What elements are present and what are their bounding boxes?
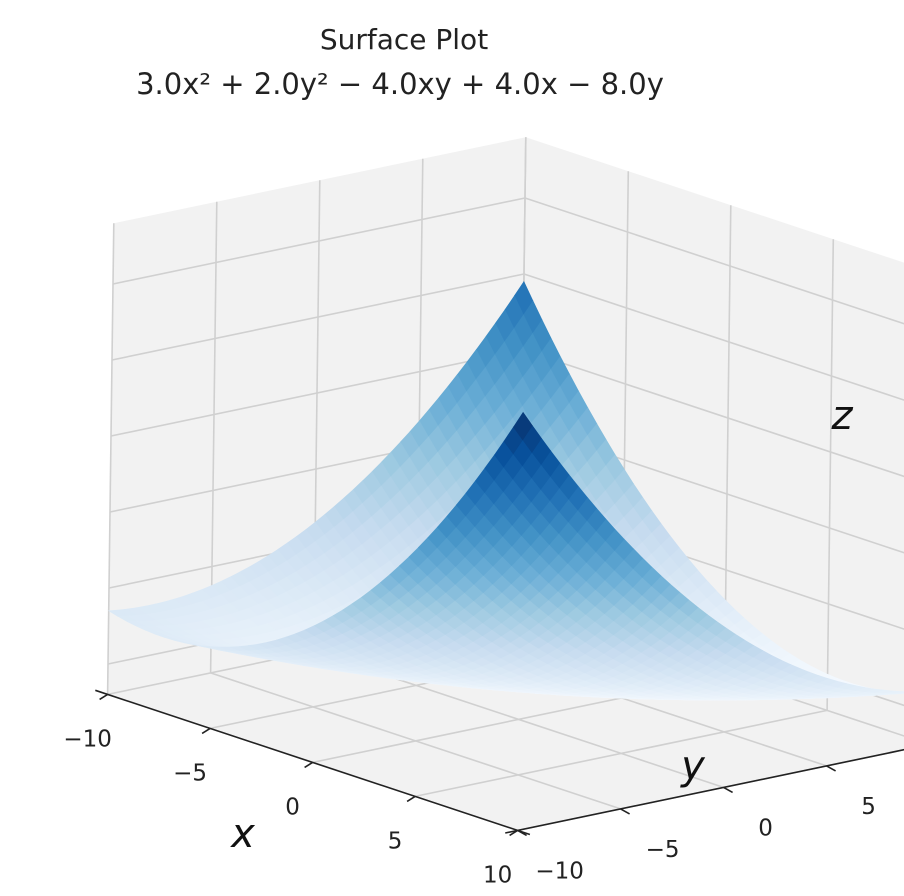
z-axis-label: z (831, 393, 854, 439)
grid-back-x (826, 239, 835, 711)
y-tick-mark (620, 808, 630, 815)
y-tick-mark (723, 786, 733, 794)
x-tick-mark (201, 727, 211, 735)
grid-left-z (110, 349, 524, 437)
x-tick-label: 0 (285, 794, 300, 820)
grid-left-z (112, 197, 526, 285)
x-tick-mark (406, 795, 416, 803)
x-tick-label: −5 (173, 760, 207, 786)
grid-back-x (723, 205, 732, 677)
grid-back-z (522, 349, 904, 478)
grid-back-z (523, 273, 904, 401)
x-tick-mark (509, 829, 519, 837)
x-tick-label: −10 (63, 726, 112, 752)
grid-back-z (524, 197, 904, 325)
surface-mesh (107, 280, 904, 701)
chart-subtitle: 3.0x² + 2.0y² − 4.0xy + 4.0x − 8.0y (136, 67, 664, 101)
y-tick-label: 0 (758, 815, 773, 841)
y-tick-mark (826, 765, 836, 772)
chart-title: Surface Plot (320, 23, 488, 56)
grid-left-y (106, 223, 115, 695)
y-tick-label: −10 (535, 858, 584, 884)
x-tick-label: 5 (388, 828, 403, 854)
x-tick-mark (304, 761, 314, 769)
surface-patch (513, 411, 533, 441)
y-axis-label: y (680, 743, 706, 789)
x-tick-label: 10 (483, 862, 512, 888)
x-tick-mark (99, 693, 109, 701)
x-axis-label: x (229, 811, 255, 857)
grid-left-z (111, 273, 525, 361)
y-tick-label: −5 (646, 837, 680, 863)
y-tick-label: 5 (861, 794, 876, 820)
grid-floor-x (414, 709, 828, 798)
y-tick-mark (517, 829, 527, 837)
